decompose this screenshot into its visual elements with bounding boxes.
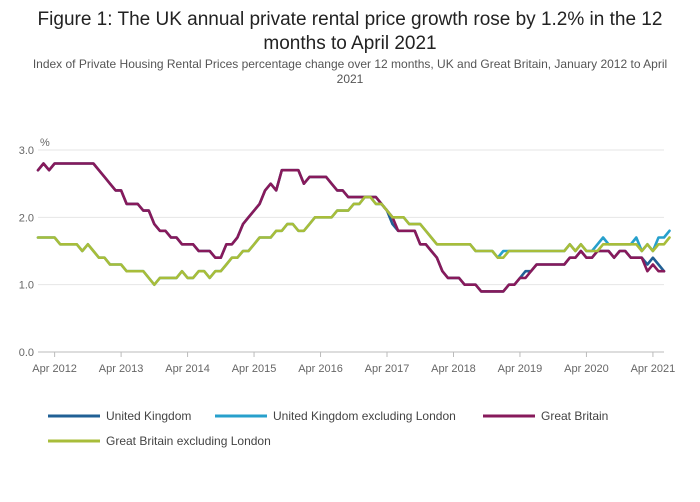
x-tick-label: Apr 2019 (498, 363, 543, 375)
legend-label: Great Britain (541, 409, 608, 423)
legend-label: United Kingdom (106, 409, 191, 423)
x-tick-label: Apr 2018 (431, 363, 476, 375)
y-tick-label: 1.0 (19, 280, 34, 292)
x-tick-label: Apr 2012 (32, 363, 77, 375)
x-tick-label: Apr 2017 (365, 363, 410, 375)
legend-label: United Kingdom excluding London (273, 409, 456, 423)
y-tick-label: 3.0 (19, 145, 34, 157)
series-line-3 (36, 162, 666, 293)
x-tick-label: Apr 2021 (631, 363, 676, 375)
y-tick-label: 0.0 (19, 347, 34, 359)
x-tick-label: Apr 2020 (564, 363, 609, 375)
y-tick-label: 2.0 (19, 212, 34, 224)
x-tick-label: Apr 2013 (99, 363, 144, 375)
chart-subtitle: Index of Private Housing Rental Prices p… (32, 57, 668, 86)
x-tick-label: Apr 2015 (232, 363, 277, 375)
series-line-4 (36, 195, 671, 287)
y-axis-label: % (40, 137, 50, 149)
x-tick-label: Apr 2014 (165, 363, 210, 375)
legend-label: Great Britain excluding London (106, 434, 271, 448)
x-tick-label: Apr 2016 (298, 363, 343, 375)
chart-title: Figure 1: The UK annual private rental p… (37, 9, 663, 54)
